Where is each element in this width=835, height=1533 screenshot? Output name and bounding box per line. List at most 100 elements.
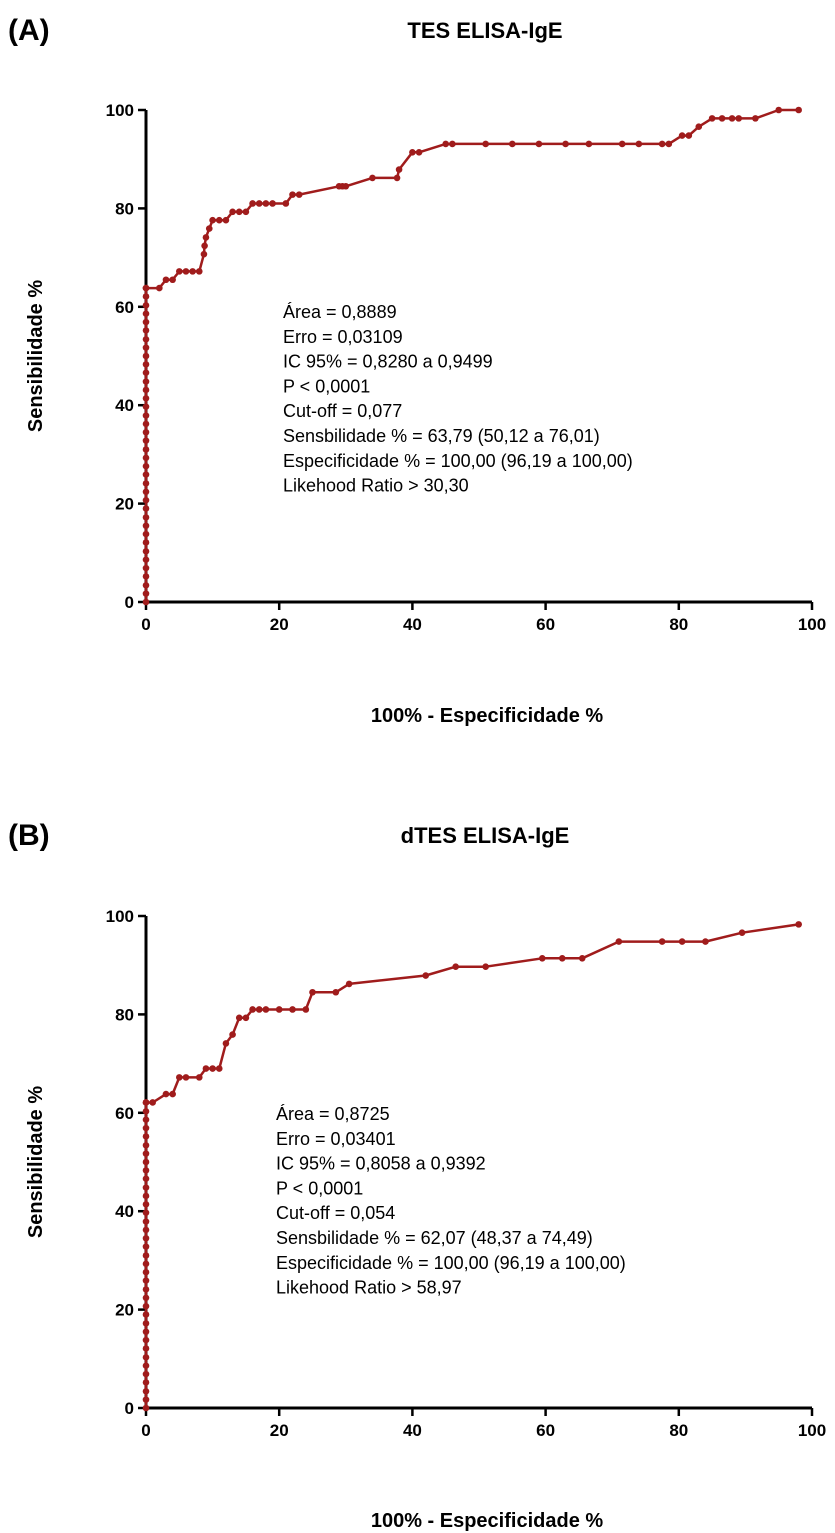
panel-a-roc-point — [635, 140, 643, 148]
panel-a-stat-line: Especificidade % = 100,00 (96,19 a 100,0… — [283, 451, 633, 471]
panel-a-y-tick-label: 40 — [115, 396, 134, 415]
panel-a-roc-point — [393, 174, 401, 182]
panel-a-roc-point — [585, 140, 593, 148]
panel-b-roc-point — [142, 1362, 150, 1369]
panel-b-roc-point — [176, 1074, 183, 1081]
panel-b-stat-line: IC 95% = 0,8058 a 0,9392 — [276, 1154, 486, 1174]
panel-a-roc-point — [795, 106, 802, 114]
panel-a-roc-point — [142, 403, 150, 410]
panel-a-roc-point — [142, 530, 150, 538]
panel-a-roc-point — [142, 318, 150, 326]
panel-a-stat-line: P < 0,0001 — [283, 376, 370, 396]
panel-a-roc-point — [142, 462, 150, 470]
panel-b-roc-point — [142, 1286, 150, 1293]
panel-b-roc-point — [142, 1370, 150, 1378]
panel-a-roc-point — [249, 200, 256, 207]
panel-b-y-tick-label: 80 — [115, 1005, 134, 1024]
panel-a-roc-point — [142, 361, 150, 368]
panel-a-y-tick-label: 80 — [115, 199, 134, 218]
panel-b-x-axis-label: 100% - Especificidade % — [371, 1510, 604, 1532]
panel-b-roc-point — [142, 1192, 150, 1200]
panel-a-stat-line: Sensbilidade % = 63,79 (50,12 a 76,01) — [283, 426, 600, 446]
panel-a-roc-point — [142, 428, 150, 436]
panel-a-roc-point — [142, 488, 150, 496]
panel-a-roc-point — [142, 598, 150, 606]
panel-b-roc-point — [142, 1404, 150, 1412]
panel-a-stat-line: Likehood Ratio > 30,30 — [283, 476, 469, 496]
panel-a-y-tick-label: 60 — [115, 298, 134, 317]
panel-b-roc-point — [422, 972, 430, 979]
panel-a-roc-point — [142, 395, 150, 402]
panel-b-roc-point — [578, 955, 586, 962]
panel-b-stat-line: Área = 0,8725 — [276, 1104, 390, 1124]
panel-a-roc-point — [142, 335, 150, 343]
panel-b-roc-point — [142, 1345, 150, 1352]
panel-a-roc-point — [201, 242, 208, 250]
panel-a-roc-point — [255, 200, 263, 207]
panel-b-roc-point — [309, 988, 316, 996]
panel-a-roc-point — [342, 182, 350, 190]
panel-b-roc-point — [142, 1141, 150, 1149]
panel-a-roc-point — [752, 115, 759, 122]
panel-a-roc-point — [142, 556, 150, 563]
panel-a-roc-point — [200, 250, 208, 258]
panel-a-roc-point — [142, 369, 150, 377]
panel-b-x-tick-label: 20 — [270, 1421, 289, 1440]
panel-a-roc-point — [442, 140, 450, 148]
panel-b-roc-point — [215, 1065, 223, 1072]
panel-b-roc-point — [142, 1320, 150, 1327]
panel-b-roc-point — [275, 1006, 283, 1013]
panel-b-roc-point — [452, 963, 459, 970]
panel-a-roc-point — [142, 496, 150, 504]
panel-b-roc-point — [142, 1209, 150, 1216]
panel-a-roc-point — [142, 471, 150, 478]
panel-a-roc-point — [665, 140, 673, 148]
panel-a-stat-line: Área = 0,8889 — [283, 302, 397, 322]
panel-a-label: (A) — [8, 14, 50, 47]
panel-a-roc-point — [169, 276, 176, 284]
panel-a-roc-point — [142, 539, 150, 546]
panel-a-x-tick-label: 40 — [403, 615, 422, 634]
panel-a-roc-point — [142, 454, 150, 462]
panel-a-roc-point — [195, 268, 203, 275]
panel-b-roc-point — [142, 1260, 150, 1268]
panel-a-roc-point — [205, 225, 213, 232]
panel-b-roc-point — [209, 1065, 216, 1072]
panel-b-roc-point — [142, 1328, 150, 1336]
panel-b-roc-point — [142, 1108, 150, 1115]
panel-a-y-tick-label: 20 — [115, 495, 134, 514]
panel-a-roc-point — [142, 420, 150, 428]
panel-a-roc-point — [482, 140, 489, 148]
panel-a-roc-point — [176, 268, 183, 275]
panel-a-roc-point — [142, 344, 150, 351]
panel-a-stat-line: IC 95% = 0,8280 a 0,9499 — [283, 352, 493, 372]
panel-a-roc-point — [695, 123, 703, 131]
panel-a-roc-point — [142, 522, 150, 530]
panel-b-roc-point — [142, 1175, 150, 1183]
panel-a-roc-point — [728, 115, 736, 122]
panel-b-y-tick-label: 60 — [115, 1104, 134, 1123]
panel-a-roc-point — [618, 140, 626, 148]
panel-a-roc-point — [535, 140, 543, 148]
panel-a-roc-point — [142, 386, 150, 394]
panel-b-roc-point — [142, 1354, 150, 1361]
panel-b-roc-point — [222, 1040, 230, 1047]
panel-a-roc-point — [142, 302, 150, 309]
panel-b-x-tick-label: 100 — [798, 1421, 826, 1440]
panel-a-roc-point — [708, 115, 716, 122]
panel-b-roc-point — [142, 1167, 150, 1174]
panel-a-roc-point — [189, 268, 196, 275]
panel-a-roc-point — [562, 140, 569, 148]
panel-a-roc-point — [229, 208, 236, 216]
panel-b-y-tick-label: 40 — [115, 1202, 134, 1221]
panel-b-title: dTES ELISA-IgE — [401, 823, 570, 848]
panel-b-roc-point — [302, 1006, 310, 1013]
panel-b-roc-point — [558, 955, 566, 962]
panel-b-stat-line: Erro = 0,03401 — [276, 1129, 396, 1149]
panel-a-roc-point — [202, 234, 210, 241]
panel-b-roc-point — [142, 1133, 150, 1140]
panel-a-roc-point — [215, 216, 223, 224]
panel-b-roc-point — [142, 1184, 150, 1191]
panel-b-roc-point — [142, 1158, 150, 1166]
panel-a-roc-point — [685, 132, 693, 139]
